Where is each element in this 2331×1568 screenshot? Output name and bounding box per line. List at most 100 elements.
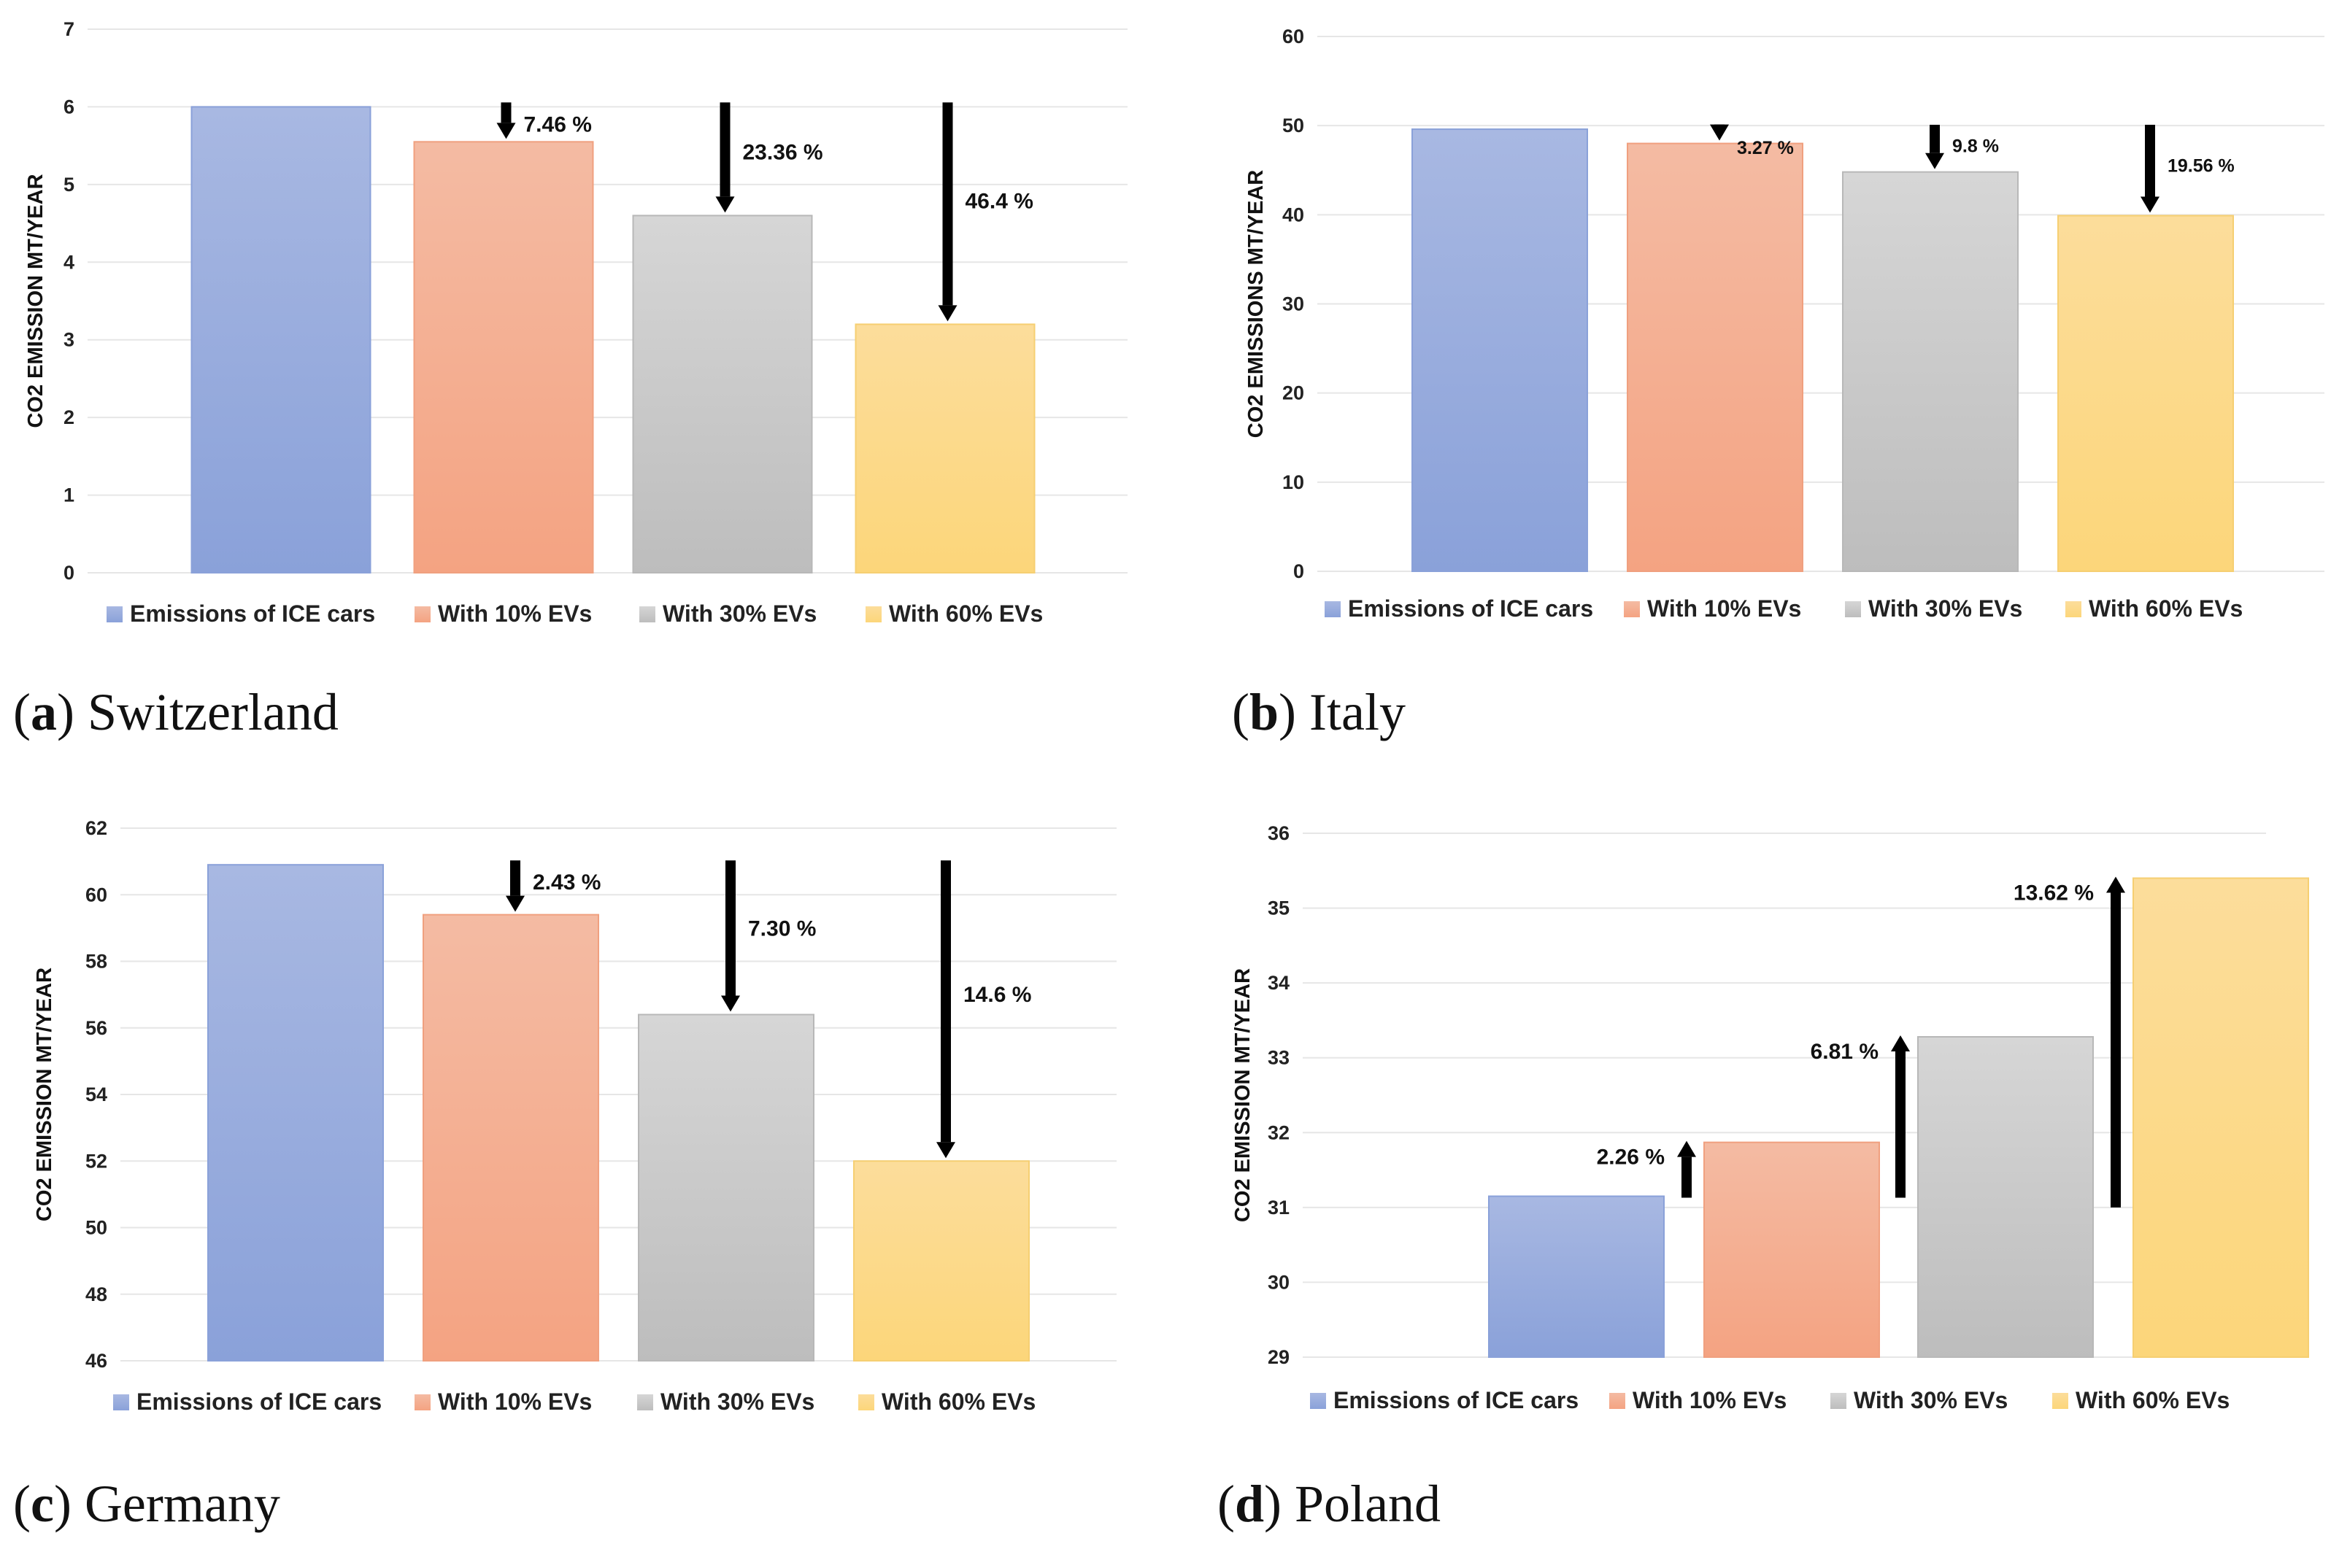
legend-swatch-3 <box>1845 601 1861 617</box>
y-tick-label: 56 <box>85 1017 107 1039</box>
percent-change-label: 46.4 % <box>966 189 1033 213</box>
caption-letter: a <box>31 683 57 741</box>
legend-label: Emissions of ICE cars <box>130 600 375 627</box>
percent-change-label: 7.46 % <box>524 112 592 136</box>
y-tick-label: 33 <box>1268 1047 1290 1069</box>
legend-label: With 60% EVs <box>882 1389 1036 1415</box>
decrease-arrow-1-head <box>506 895 525 912</box>
legend-label: With 60% EVs <box>2076 1387 2230 1413</box>
percent-change-label: 2.43 % <box>533 870 601 895</box>
decrease-arrow-2-head <box>1925 152 1944 169</box>
legend-swatch-1 <box>1310 1393 1326 1409</box>
caption-paren: ) <box>54 1475 85 1533</box>
panel-caption: (c) Germany <box>13 1475 280 1533</box>
y-tick-label: 36 <box>1268 822 1290 844</box>
legend-label: With 10% EVs <box>438 1389 592 1415</box>
decrease-arrow-1-head <box>496 123 516 139</box>
percent-change-label: 7.30 % <box>748 916 816 941</box>
legend-swatch-4 <box>2065 601 2081 617</box>
legend-swatch-2 <box>1609 1393 1625 1409</box>
panel-caption: (b) Italy <box>1232 683 1406 741</box>
bar-4 <box>2057 215 2234 572</box>
bar-3 <box>638 1013 814 1362</box>
y-tick-label: 4 <box>63 251 74 273</box>
decrease-arrow-2-head <box>721 995 740 1012</box>
legend-swatch-3 <box>637 1394 653 1410</box>
legend-swatch-4 <box>866 606 882 622</box>
y-tick-label: 3 <box>63 329 74 351</box>
y-axis-label: CO2 EMISSION MT/YEAR <box>33 968 56 1221</box>
legend-label: With 30% EVs <box>663 600 817 627</box>
percent-change-label: 2.26 % <box>1597 1146 1665 1170</box>
decrease-arrow-2-head <box>715 196 735 213</box>
y-axis-label: CO2 EMISSION MT/YEAR <box>1231 968 1255 1222</box>
legend-label: With 30% EVs <box>660 1389 814 1415</box>
y-tick-label: 62 <box>85 817 107 839</box>
bar-1 <box>190 106 371 573</box>
panel-caption: (d) Poland <box>1217 1475 1441 1533</box>
legend-label: Emissions of ICE cars <box>1333 1387 1579 1413</box>
caption-paren: ) <box>1279 683 1309 741</box>
y-tick-label: 0 <box>1293 560 1304 582</box>
percent-change-label: 9.8 % <box>1952 136 1999 156</box>
legend-swatch-3 <box>639 606 655 622</box>
legend-label: With 30% EVs <box>1854 1387 2008 1413</box>
y-tick-label: 50 <box>1282 115 1304 136</box>
y-tick-label: 5 <box>63 174 74 196</box>
y-tick-label: 52 <box>85 1150 107 1172</box>
y-tick-label: 60 <box>85 884 107 905</box>
percent-change-label: 14.6 % <box>963 983 1031 1007</box>
increase-arrow-1-head <box>1677 1140 1696 1157</box>
chart-panel-c: 46 48 50 52 54 56 58 60 62 CO2 EMISSION MT/YEAR 2.… <box>13 817 1117 1533</box>
y-tick-label: 7 <box>63 18 74 40</box>
bar-1 <box>1488 1195 1665 1358</box>
y-tick-label: 46 <box>85 1350 107 1372</box>
y-tick-label: 60 <box>1282 26 1304 47</box>
legend-label: With 10% EVs <box>1633 1387 1787 1413</box>
bar-3 <box>1917 1035 2094 1358</box>
y-tick-label: 30 <box>1268 1271 1290 1293</box>
y-tick-label: 31 <box>1268 1197 1290 1219</box>
increase-arrow-3-head <box>2106 876 2125 893</box>
y-tick-label: 54 <box>85 1084 107 1105</box>
caption-paren: ( <box>1232 683 1249 741</box>
legend-swatch-3 <box>1830 1393 1846 1409</box>
y-tick-label: 32 <box>1268 1121 1290 1143</box>
caption-country: Switzerland <box>88 683 339 741</box>
y-tick-label: 6 <box>63 96 74 117</box>
y-tick-label: 29 <box>1268 1346 1290 1368</box>
bar-2 <box>413 141 594 574</box>
decrease-arrow-3-head <box>938 305 958 322</box>
y-tick-label: 20 <box>1282 382 1304 404</box>
decrease-arrow-3-head <box>936 1142 955 1159</box>
y-tick-label: 0 <box>63 562 74 584</box>
bar-4 <box>2132 877 2309 1358</box>
caption-paren: ( <box>1217 1475 1235 1533</box>
caption-paren: ( <box>13 1475 31 1533</box>
panel-caption: (a) Switzerland <box>13 683 339 741</box>
legend-label: With 60% EVs <box>2089 595 2243 622</box>
legend-label: With 30% EVs <box>1868 595 2022 622</box>
chart-panel-a: 0 1 2 3 4 5 6 7 CO2 EMISSION MT/YEAR 7.46 % 23.36 … <box>13 18 1128 741</box>
bar-1 <box>1411 128 1588 572</box>
caption-country: Germany <box>85 1475 280 1533</box>
y-tick-label: 10 <box>1282 471 1304 493</box>
caption-country: Poland <box>1295 1475 1441 1533</box>
legend-label: With 10% EVs <box>438 600 592 627</box>
legend-label: Emissions of ICE cars <box>1348 595 1593 622</box>
y-tick-label: 50 <box>85 1217 107 1239</box>
caption-letter: b <box>1249 683 1279 741</box>
bar-2 <box>1703 1141 1880 1358</box>
bar-4 <box>853 1160 1030 1362</box>
legend-swatch-2 <box>415 606 431 622</box>
y-tick-label: 40 <box>1282 204 1304 225</box>
bar-4 <box>855 323 1036 573</box>
chart-panel-b: 0 10 20 30 40 50 60 CO2 EMISSIONS MT/YEAR 3.27 %… <box>1232 26 2324 741</box>
y-tick-label: 1 <box>63 484 74 506</box>
legend-swatch-4 <box>858 1394 874 1410</box>
decrease-arrow-3-head <box>2141 196 2159 213</box>
caption-letter: d <box>1235 1475 1264 1533</box>
y-tick-label: 30 <box>1282 293 1304 315</box>
legend-swatch-1 <box>1325 601 1341 617</box>
